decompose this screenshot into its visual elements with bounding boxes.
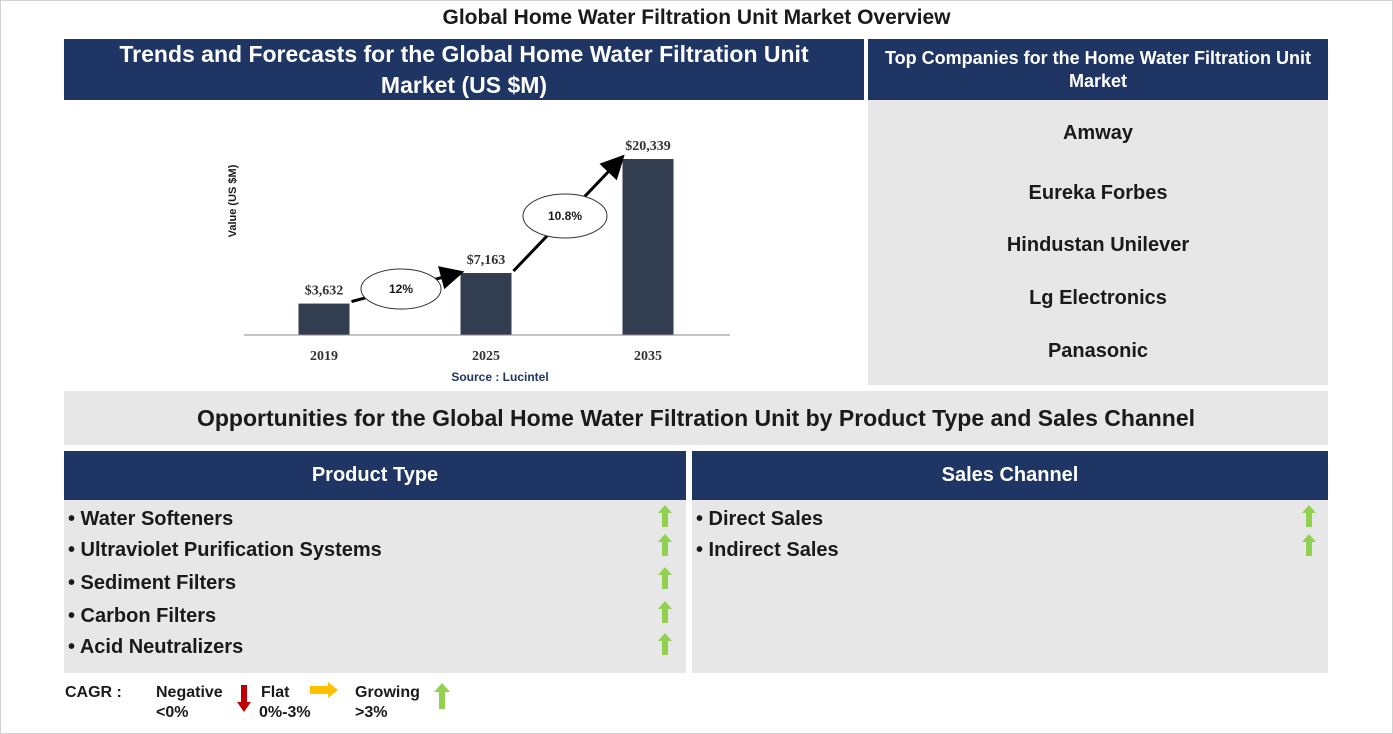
x-tick-label: 2019 [310,349,338,364]
cagr-label: CAGR : [65,684,122,701]
cagr-ellipse [360,268,442,310]
company-item: Hindustan Unilever [1006,234,1190,256]
x-tick-label: 2025 [472,349,500,364]
source-label: Source : Lucintel [451,370,548,384]
company-item: Eureka Forbes [1028,182,1168,204]
growing-arrow-icon [658,567,672,589]
cagr-annotation-label: 10.8% [548,209,582,223]
growing-arrow-icon [1302,505,1316,527]
chart-panel-header: Trends and Forecasts for the Global Home… [64,39,864,100]
bar-chart: Value (US $M) $3,632 2019 $7,163 2025 $20,33… [227,139,730,384]
bar-value-label: $20,339 [625,139,671,154]
y-axis-label: Value (US $M) [227,164,239,237]
x-tick-label: 2035 [634,349,662,364]
flat-label: Flat [261,684,290,701]
companies-list: Amway Eureka Forbes Hindustan Unilever L… [868,100,1328,385]
chart-header-line-2: Market (US $M) [380,72,548,98]
product-type-item: • Ultraviolet Purification Systems [68,539,382,561]
flat-range: 0%-3% [259,704,311,721]
growing-arrow-icon [658,534,672,556]
companies-header: Top Companies for the Home Water Filtrat… [868,39,1328,100]
growing-label: Growing [355,684,420,701]
bar-2019 [298,303,350,335]
opportunities-title: Opportunities for the Global Home Water … [64,391,1328,445]
negative-range: <0% [156,704,189,721]
chart-header-line-1: Trends and Forecasts for the Global Home… [119,41,809,67]
cagr-ellipse [522,193,608,239]
company-item: Amway [1062,122,1134,144]
negative-arrow-icon [237,685,251,712]
bar-2025 [460,273,512,335]
sales-channel-list: • Direct Sales • Indirect Sales [692,500,1328,673]
product-type-item: • Water Softeners [68,508,234,530]
growing-range: >3% [355,704,388,721]
product-type-list: • Water Softeners • Ultraviolet Purifica… [64,500,686,673]
page-title: Global Home Water Filtration Unit Market… [442,6,951,29]
bar-value-label: $3,632 [305,284,344,299]
negative-label: Negative [156,684,223,701]
sales-channel-header: Sales Channel [692,451,1328,500]
growing-arrow-icon [1302,534,1316,556]
product-type-item: • Acid Neutralizers [68,636,244,658]
product-type-header: Product Type [64,451,686,500]
bar-value-label: $7,163 [467,253,506,268]
company-item: Lg Electronics [1029,287,1167,309]
growing-arrow-icon [434,683,450,709]
product-type-item: • Carbon Filters [68,605,217,627]
product-type-item: • Sediment Filters [68,572,237,594]
sales-channel-item: • Direct Sales [696,508,824,530]
growing-arrow-icon [658,601,672,623]
sales-channel-item: • Indirect Sales [696,539,839,561]
growing-arrow-icon [658,505,672,527]
bar-2035 [622,159,674,335]
company-item: Panasonic [1047,340,1149,362]
growing-arrow-icon [658,633,672,655]
cagr-annotation-label: 12% [389,282,413,296]
flat-arrow-icon [310,682,338,698]
